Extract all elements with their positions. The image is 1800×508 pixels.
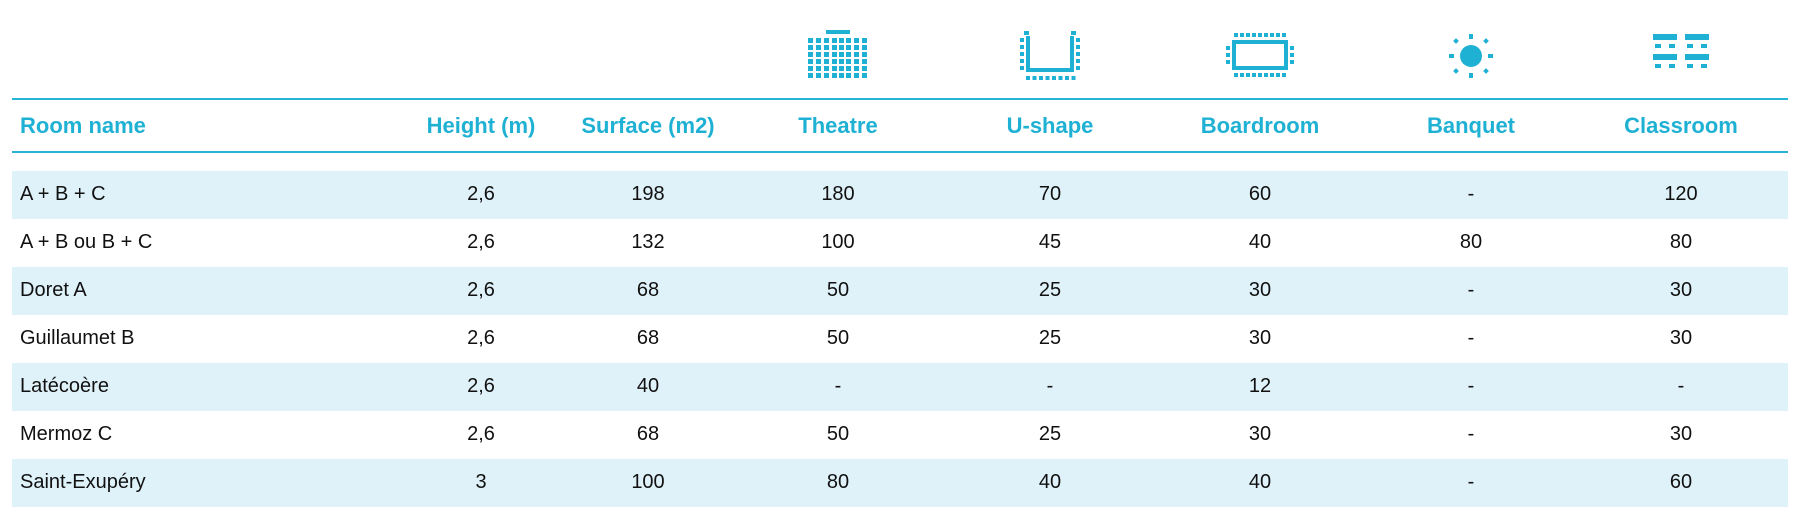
cell-u-shape: - bbox=[1046, 375, 1054, 397]
cell-theatre: 50 bbox=[826, 327, 850, 349]
cell-theatre: 100 bbox=[821, 231, 855, 253]
cell-surface: 68 bbox=[636, 279, 660, 301]
cell-classroom: 120 bbox=[1664, 183, 1698, 205]
cell-classroom: 30 bbox=[1669, 279, 1693, 301]
cell-surface: 100 bbox=[631, 471, 665, 493]
banquet-icon bbox=[1435, 28, 1507, 84]
cell-surface: 68 bbox=[636, 327, 660, 349]
cell-room-name: Mermoz C bbox=[20, 423, 113, 445]
cell-banquet: - bbox=[1467, 327, 1475, 349]
cell-banquet: - bbox=[1467, 279, 1475, 301]
header-u-shape: U-shape bbox=[1006, 113, 1094, 138]
header-theatre: Theatre bbox=[798, 113, 878, 138]
table-row: A + B + C 2,6 198 180 70 60 - 120 bbox=[12, 171, 1788, 219]
room-capacity-table: Room name Height (m) Surface (m2) Theatr… bbox=[12, 0, 1788, 507]
cell-height: 3 bbox=[475, 471, 487, 493]
table-row: A + B ou B + C 2,6 132 100 45 40 80 80 bbox=[12, 219, 1788, 267]
cell-boardroom: 12 bbox=[1248, 375, 1272, 397]
cell-height: 2,6 bbox=[467, 423, 495, 445]
boardroom-icon bbox=[1224, 28, 1296, 84]
theatre-icon bbox=[802, 28, 874, 84]
cell-banquet: - bbox=[1467, 471, 1475, 493]
layout-icons-row bbox=[12, 0, 1788, 98]
cell-classroom: - bbox=[1677, 375, 1685, 397]
cell-room-name: A + B ou B + C bbox=[20, 231, 153, 253]
cell-boardroom: 40 bbox=[1248, 231, 1272, 253]
cell-banquet: 80 bbox=[1459, 231, 1483, 253]
cell-u-shape: 25 bbox=[1038, 327, 1062, 349]
header-boardroom: Boardroom bbox=[1200, 113, 1320, 138]
table-row: Latécoère 2,6 40 - - 12 - - bbox=[12, 363, 1788, 411]
header-banquet: Banquet bbox=[1427, 113, 1515, 138]
cell-room-name: Saint-Exupéry bbox=[20, 471, 146, 493]
cell-classroom: 80 bbox=[1669, 231, 1693, 253]
cell-u-shape: 25 bbox=[1038, 423, 1062, 445]
cell-surface: 132 bbox=[631, 231, 665, 253]
cell-theatre: 180 bbox=[821, 183, 855, 205]
header-classroom: Classroom bbox=[1624, 113, 1738, 138]
cell-height: 2,6 bbox=[467, 327, 495, 349]
classroom-icon bbox=[1645, 28, 1717, 84]
cell-theatre: 50 bbox=[826, 279, 850, 301]
cell-classroom: 60 bbox=[1669, 471, 1693, 493]
cell-room-name: A + B + C bbox=[20, 183, 106, 205]
header-room-name: Room name bbox=[20, 113, 146, 138]
cell-room-name: Doret A bbox=[20, 279, 87, 301]
cell-height: 2,6 bbox=[467, 375, 495, 397]
cell-height: 2,6 bbox=[467, 231, 495, 253]
cell-height: 2,6 bbox=[467, 279, 495, 301]
cell-room-name: Latécoère bbox=[20, 375, 109, 397]
cell-room-name: Guillaumet B bbox=[20, 327, 135, 349]
cell-boardroom: 30 bbox=[1248, 327, 1272, 349]
u-shape-icon bbox=[1014, 28, 1086, 84]
cell-u-shape: 40 bbox=[1038, 471, 1062, 493]
cell-banquet: - bbox=[1467, 375, 1475, 397]
cell-height: 2,6 bbox=[467, 183, 495, 205]
cell-classroom: 30 bbox=[1669, 423, 1693, 445]
table-row: Guillaumet B 2,6 68 50 25 30 - 30 bbox=[12, 315, 1788, 363]
cell-boardroom: 30 bbox=[1248, 423, 1272, 445]
cell-surface: 40 bbox=[636, 375, 660, 397]
cell-banquet: - bbox=[1467, 183, 1475, 205]
cell-boardroom: 40 bbox=[1248, 471, 1272, 493]
header-surface: Surface (m2) bbox=[581, 113, 715, 138]
cell-surface: 68 bbox=[636, 423, 660, 445]
table-row: Mermoz C 2,6 68 50 25 30 - 30 bbox=[12, 411, 1788, 459]
header-height: Height (m) bbox=[426, 113, 536, 138]
cell-boardroom: 30 bbox=[1248, 279, 1272, 301]
cell-u-shape: 45 bbox=[1038, 231, 1062, 253]
cell-u-shape: 25 bbox=[1038, 279, 1062, 301]
cell-theatre: - bbox=[834, 375, 842, 397]
table-header: Room name Height (m) Surface (m2) Theatr… bbox=[12, 98, 1788, 153]
table-body: A + B + C 2,6 198 180 70 60 - 120 A + B … bbox=[12, 171, 1788, 507]
cell-boardroom: 60 bbox=[1248, 183, 1272, 205]
cell-theatre: 80 bbox=[826, 471, 850, 493]
cell-u-shape: 70 bbox=[1038, 183, 1062, 205]
table-row: Doret A 2,6 68 50 25 30 - 30 bbox=[12, 267, 1788, 315]
cell-banquet: - bbox=[1467, 423, 1475, 445]
cell-surface: 198 bbox=[631, 183, 665, 205]
table-row: Saint-Exupéry 3 100 80 40 40 - 60 bbox=[12, 459, 1788, 507]
cell-theatre: 50 bbox=[826, 423, 850, 445]
cell-classroom: 30 bbox=[1669, 327, 1693, 349]
